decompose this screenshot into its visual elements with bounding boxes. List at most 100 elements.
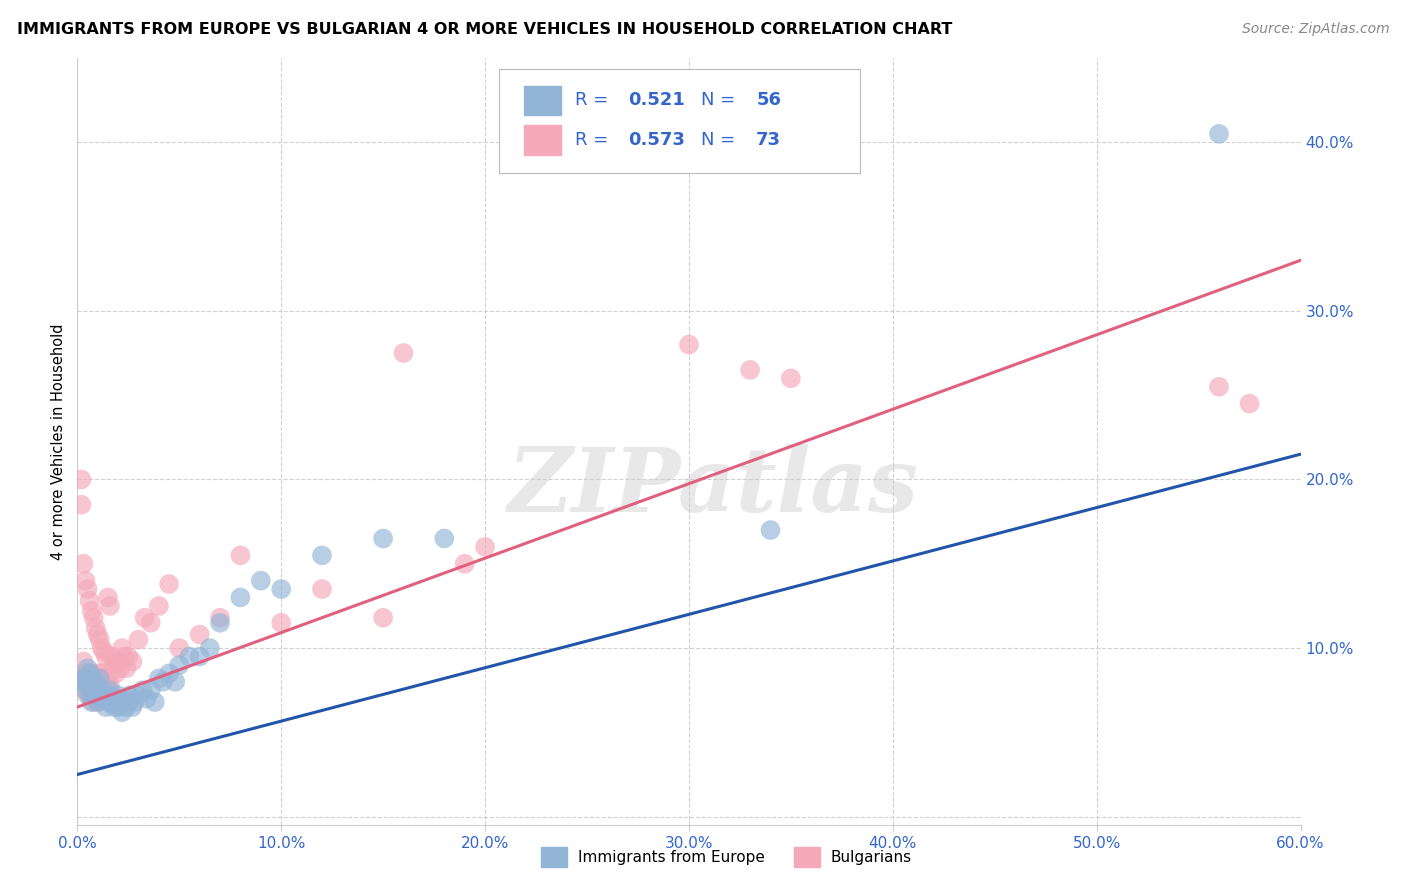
Point — [90, 683, 112, 698]
Point — [98, 678, 121, 692]
Point — [157, 666, 180, 681]
Point — [97, 688, 120, 702]
Text: N =: N = — [702, 91, 741, 109]
Point — [392, 346, 415, 360]
Point — [89, 632, 111, 647]
Text: R =: R = — [575, 91, 614, 109]
Text: ZIPatlas: ZIPatlas — [508, 444, 920, 531]
Point — [94, 678, 117, 692]
Point — [112, 691, 135, 706]
Point — [87, 695, 110, 709]
Point — [75, 678, 97, 692]
Point — [115, 661, 138, 675]
Point — [83, 674, 105, 689]
Y-axis label: 4 or more Vehicles in Household: 4 or more Vehicles in Household — [51, 323, 66, 560]
Text: 0.573: 0.573 — [627, 131, 685, 149]
Point — [371, 611, 394, 625]
Text: IMMIGRANTS FROM EUROPE VS BULGARIAN 4 OR MORE VEHICLES IN HOUSEHOLD CORRELATION : IMMIGRANTS FROM EUROPE VS BULGARIAN 4 OR… — [17, 22, 952, 37]
Point — [152, 674, 174, 689]
FancyBboxPatch shape — [499, 70, 860, 173]
Text: Source: ZipAtlas.com: Source: ZipAtlas.com — [1241, 22, 1389, 37]
Point — [103, 700, 125, 714]
Point — [111, 705, 134, 719]
Point — [127, 688, 149, 702]
Point — [779, 371, 801, 385]
Point — [80, 666, 103, 681]
Point — [169, 657, 191, 672]
Point — [131, 683, 153, 698]
Point — [135, 691, 157, 706]
Point — [105, 666, 128, 681]
Point — [117, 695, 139, 709]
Point — [165, 674, 187, 689]
Point — [157, 577, 180, 591]
Point — [90, 683, 112, 698]
Point — [453, 557, 475, 571]
Point — [87, 683, 110, 698]
Point — [103, 657, 125, 672]
Point — [112, 649, 135, 664]
Point — [97, 695, 120, 709]
Point — [76, 688, 98, 702]
Point — [93, 644, 115, 658]
Point — [79, 666, 101, 681]
Point — [121, 700, 143, 714]
Point — [76, 582, 98, 596]
Point — [83, 611, 105, 625]
Point — [105, 695, 128, 709]
Point — [169, 641, 191, 656]
Point — [107, 688, 129, 702]
Point — [371, 532, 394, 546]
Point — [83, 678, 105, 692]
Point — [90, 641, 112, 656]
Point — [84, 672, 107, 686]
Point — [124, 695, 146, 709]
Point — [208, 615, 231, 630]
Point — [76, 678, 98, 692]
Point — [740, 363, 762, 377]
Point — [89, 672, 111, 686]
Point — [75, 666, 97, 681]
Point — [84, 688, 107, 702]
Point — [83, 683, 105, 698]
Point — [76, 672, 98, 686]
Point — [93, 672, 115, 686]
Point — [70, 473, 93, 487]
Point — [111, 641, 134, 656]
Point — [759, 523, 782, 537]
Point — [270, 615, 292, 630]
Point — [80, 672, 103, 686]
Point — [311, 582, 333, 596]
Point — [72, 655, 94, 669]
Point — [97, 672, 120, 686]
Point — [97, 591, 120, 605]
Point — [80, 604, 103, 618]
Text: Bulgarians: Bulgarians — [831, 850, 912, 864]
Text: 56: 56 — [756, 91, 782, 109]
Point — [188, 649, 211, 664]
Point — [89, 688, 111, 702]
Point — [433, 532, 456, 546]
Point — [79, 688, 101, 702]
Point — [179, 649, 201, 664]
Point — [143, 695, 166, 709]
Point — [87, 695, 110, 709]
Point — [87, 678, 110, 692]
Point — [79, 674, 101, 689]
Point — [87, 627, 110, 641]
Point — [94, 700, 117, 714]
Text: N =: N = — [702, 131, 741, 149]
Point — [208, 611, 231, 625]
Point — [67, 672, 90, 686]
Point — [139, 615, 162, 630]
Point — [108, 695, 131, 709]
Bar — [524, 126, 561, 154]
Text: 0.521: 0.521 — [627, 91, 685, 109]
Point — [311, 549, 333, 563]
Point — [139, 683, 162, 698]
Point — [250, 574, 273, 588]
Point — [72, 557, 94, 571]
Point — [148, 672, 170, 686]
Point — [79, 594, 101, 608]
Point — [98, 683, 121, 698]
